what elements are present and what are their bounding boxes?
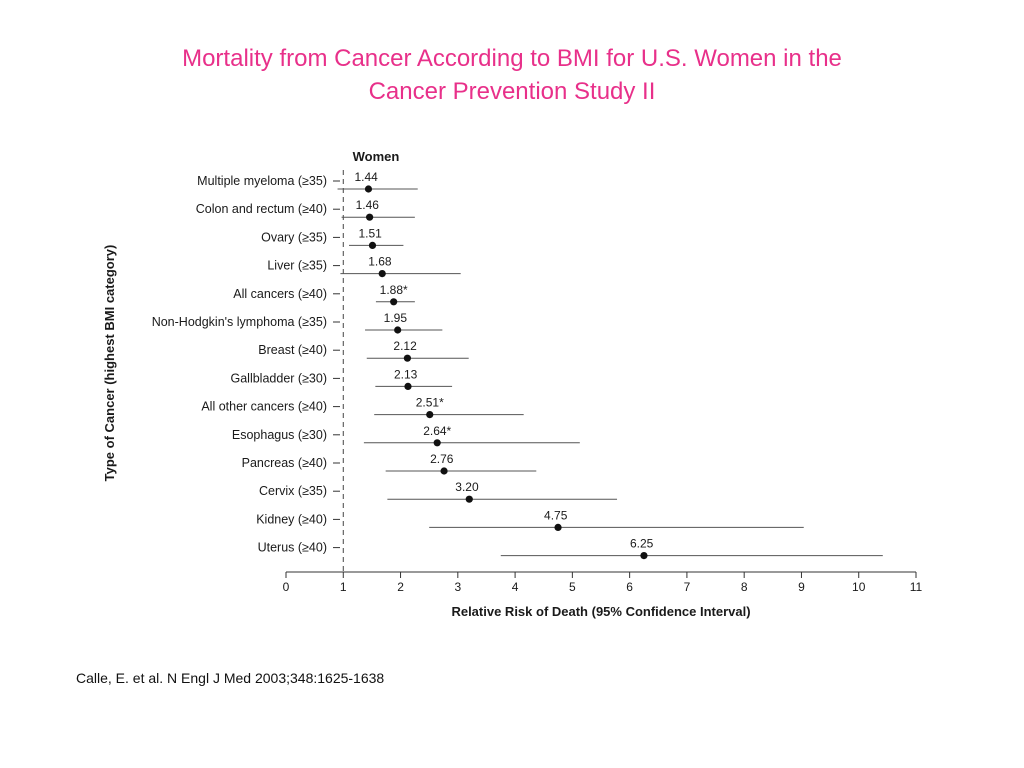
category-label-7: Gallbladder (≥30) [231,371,328,385]
estimate-point-13 [640,552,648,560]
category-label-5: Non-Hodgkin's lymphoma (≥35) [152,315,327,329]
x-tick-label-10: 10 [852,580,866,594]
y-axis-label: Type of Cancer (highest BMI category) [102,245,117,482]
x-tick-label-9: 9 [798,580,805,594]
x-tick-label-11: 11 [910,580,923,594]
slide-title-line-1: Mortality from Cancer According to BMI f… [182,45,842,72]
category-label-8: All other cancers (≥40) [201,400,327,414]
value-label-6: 2.12 [393,339,417,353]
x-tick-label-1: 1 [340,580,347,594]
estimate-point-0 [364,185,373,193]
value-label-5: 1.95 [384,311,408,325]
panel-title: Women [353,149,400,164]
value-label-11: 3.20 [455,480,479,494]
x-axis-label: Relative Risk of Death (95% Confidence I… [451,604,750,619]
x-tick-label-6: 6 [626,580,633,594]
category-label-13: Uterus (≥40) [258,541,327,555]
value-label-1: 1.46 [356,198,380,212]
estimate-point-8 [426,411,434,419]
category-label-10: Pancreas (≥40) [242,456,327,470]
x-tick-label-4: 4 [512,580,519,594]
value-label-8: 2.51* [416,396,444,410]
x-tick-label-0: 0 [283,580,290,594]
category-label-1: Colon and rectum (≥40) [196,202,327,216]
estimate-point-6 [403,354,412,362]
estimate-point-9 [433,439,441,447]
estimate-point-11 [465,495,473,503]
value-label-9: 2.64* [423,424,451,438]
value-label-0: 1.44 [354,170,378,184]
citation: Calle, E. et al. N Engl J Med 2003;348:1… [76,670,385,686]
x-tick-label-5: 5 [569,580,576,594]
estimate-point-10 [440,467,448,475]
value-label-7: 2.13 [394,367,418,381]
value-label-10: 2.76 [430,452,454,466]
category-label-2: Ovary (≥35) [261,230,327,244]
value-label-2: 1.51 [358,226,382,240]
category-label-12: Kidney (≥40) [256,512,327,526]
category-label-11: Cervix (≥35) [259,484,327,498]
x-tick-label-7: 7 [684,580,691,594]
slide-title: Mortality from Cancer According to BMI f… [112,42,912,108]
estimate-point-5 [394,326,402,334]
estimate-point-4 [390,298,398,306]
x-tick-label-8: 8 [741,580,748,594]
x-tick-label-2: 2 [397,580,404,594]
category-label-0: Multiple myeloma (≥35) [197,174,327,188]
slide-title-line-2: Cancer Prevention Study II [368,78,656,105]
x-tick-label-3: 3 [454,580,461,594]
estimate-point-2 [368,241,377,249]
value-label-12: 4.75 [544,508,568,522]
estimate-point-12 [554,523,562,532]
category-label-4: All cancers (≥40) [233,287,327,301]
estimate-point-1 [366,213,374,221]
category-label-9: Esophagus (≥30) [232,428,327,442]
value-label-13: 6.25 [630,537,654,551]
category-label-6: Breast (≥40) [258,343,327,357]
category-label-3: Liver (≥35) [267,259,327,273]
value-label-3: 1.68 [368,255,392,269]
estimate-point-7 [404,382,412,390]
estimate-point-3 [378,270,386,278]
value-label-4: 1.88* [380,283,408,297]
